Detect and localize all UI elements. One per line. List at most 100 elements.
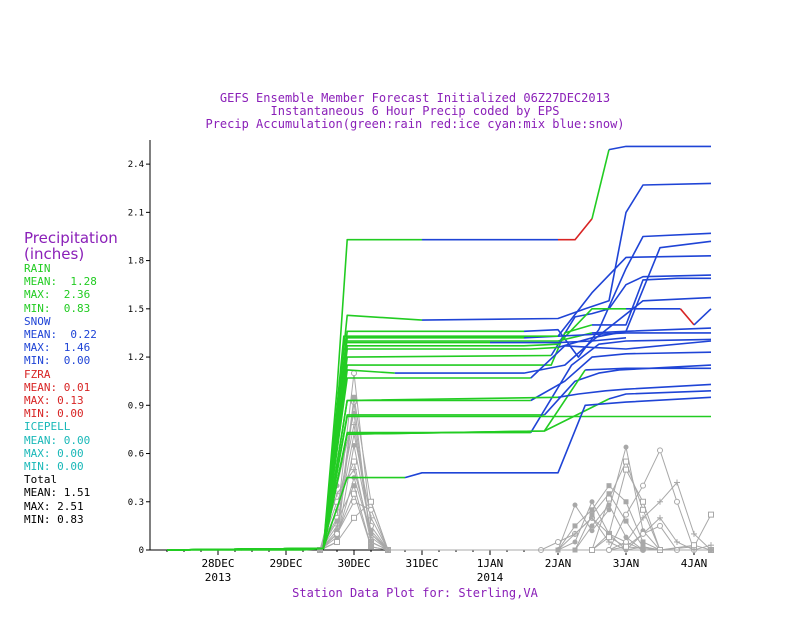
fzra-mean: MEAN: 0.01 (24, 380, 91, 394)
ice-accum-line (679, 308, 695, 326)
chart-legend-note: Precip Accumulation(green:rain red:ice c… (205, 117, 625, 131)
instant-marker (623, 458, 629, 465)
rain-accum-line (166, 415, 711, 551)
y-tick-label: 1.5 (128, 305, 144, 315)
instant-marker (640, 530, 646, 537)
total-min: MIN: 0.83 (24, 512, 84, 526)
instant-precip-line (319, 468, 711, 551)
stats-unit: (inches) (24, 245, 85, 263)
instant-marker (640, 482, 646, 489)
instant-marker (589, 499, 595, 505)
x-tick-label: 1JAN (477, 557, 504, 570)
instant-marker (640, 544, 646, 550)
snow-accum-line (693, 308, 712, 326)
instant-marker (589, 528, 595, 534)
stats-title: Precipitation (24, 229, 118, 247)
snow-mean: MEAN: 0.22 (24, 328, 97, 342)
x-tick-label: 30DEC (337, 557, 370, 570)
instant-marker (623, 499, 629, 505)
chart-subtitle: Instantaneous 6 Hour Precip coded by EPS (270, 104, 560, 118)
instant-marker (351, 458, 357, 465)
instant-marker (589, 507, 595, 513)
instant-marker (385, 547, 391, 553)
instant-marker (674, 498, 680, 505)
snow-max: MAX: 1.46 (24, 341, 91, 355)
instant-marker (640, 539, 646, 545)
precip-stats-panel: Precipitation (inches) RAIN MEAN: 1.28 M… (24, 230, 118, 526)
instant-marker (606, 547, 612, 553)
rain-accum-line (166, 398, 610, 551)
icepell-max: MAX: 0.00 (24, 446, 84, 460)
instant-marker (606, 491, 612, 497)
fzra-max: MAX: 0.13 (24, 394, 84, 408)
rain-accum-line (167, 238, 422, 551)
instant-marker (606, 507, 612, 513)
snow-accum-line (557, 383, 712, 399)
instant-marker (589, 547, 595, 553)
y-tick-label: 0.6 (128, 450, 144, 460)
snow-accum-line (530, 340, 712, 379)
snow-accum-line (530, 351, 712, 402)
x-tick-label: 2JAN (545, 557, 572, 570)
snow-accum-line (394, 296, 712, 374)
rain-accum-line (166, 476, 405, 551)
total-label: Total (24, 473, 58, 487)
x-tick-year-label: 2013 (205, 571, 232, 584)
x-tick-label: 28DEC (201, 557, 234, 570)
snow-accum-line (490, 337, 627, 344)
instant-marker (368, 544, 374, 550)
instant-marker (606, 534, 612, 541)
instant-marker (589, 523, 595, 529)
instant-marker (334, 518, 340, 524)
rain-label: RAIN (24, 262, 51, 275)
icepell-min: MIN: 0.00 (24, 460, 84, 474)
snow-accum-line (421, 182, 712, 321)
ice-accum-line (558, 218, 593, 241)
x-tick-year-label: 2014 (477, 571, 504, 584)
y-tick-label: 1.2 (128, 353, 144, 363)
y-tick-label: 0.9 (128, 401, 144, 411)
instant-marker (572, 502, 578, 508)
instant-marker (606, 502, 612, 508)
snow-accum-line (404, 396, 712, 479)
x-tick-label: 3JAN (613, 557, 640, 570)
instant-marker (351, 483, 357, 489)
instant-marker (589, 512, 595, 518)
instant-marker (708, 547, 714, 553)
instant-marker (334, 530, 340, 537)
instant-marker (623, 538, 629, 545)
instant-marker (606, 483, 612, 489)
snow-accum-line (608, 390, 712, 400)
instant-marker (351, 498, 357, 505)
instant-marker (351, 370, 357, 377)
snow-min: MIN: 0.00 (24, 354, 91, 368)
instant-marker (572, 547, 578, 553)
fzra-label: FZRA (24, 367, 51, 381)
instant-marker (368, 539, 374, 545)
instant-marker (623, 466, 629, 473)
snow-accum-line (523, 232, 712, 358)
y-tick-label: 1.8 (128, 257, 144, 267)
instant-marker (708, 511, 714, 518)
fzra-min: MIN: 0.00 (24, 407, 84, 421)
instant-marker (640, 498, 646, 505)
instant-marker (623, 511, 629, 518)
instant-marker (572, 539, 578, 545)
instant-precip-line (319, 446, 661, 551)
rain-mean: MEAN: 1.28 (24, 275, 97, 289)
snow-accum-line (557, 332, 711, 337)
instant-marker (623, 534, 629, 540)
instant-marker (623, 518, 629, 524)
total-mean: MEAN: 1.51 (24, 486, 91, 500)
snow-accum-line (557, 327, 712, 349)
icepell-mean: MEAN: 0.00 (24, 433, 91, 447)
instant-marker (555, 538, 561, 545)
instant-marker (657, 447, 663, 454)
instant-marker (640, 547, 646, 553)
instant-marker (351, 394, 357, 400)
instant-marker (572, 523, 578, 529)
station-footer: Station Data Plot for: Sterling,VA (292, 586, 538, 600)
snow-accum-line (585, 367, 711, 371)
x-tick-label: 31DEC (405, 557, 438, 570)
snow-accum-line (591, 240, 712, 334)
